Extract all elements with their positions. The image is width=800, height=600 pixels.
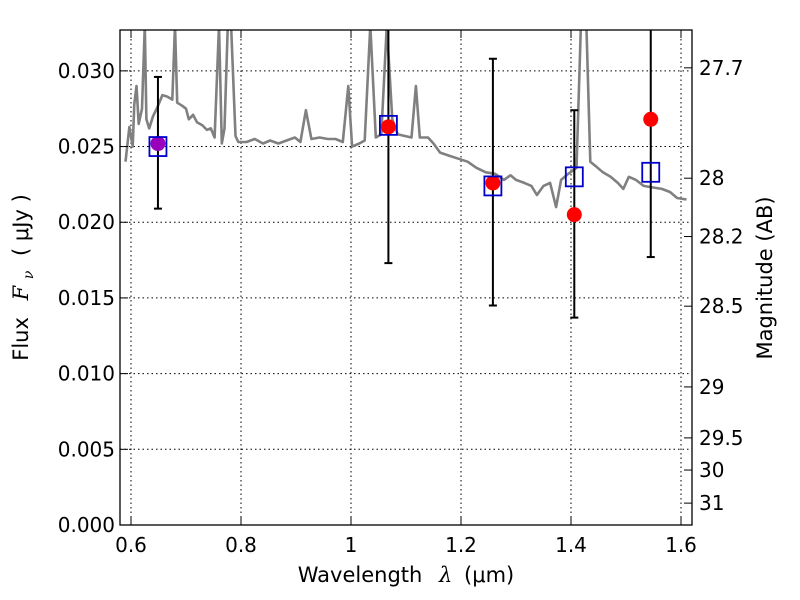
y-axis-title-unit: ( μJy ): [9, 194, 33, 256]
y-axis-title-symbol: F: [9, 284, 33, 301]
x-tick-labels: 0.6 0.8 1 1.2 1.4 1.6: [115, 533, 697, 557]
x-tick-label: 1.6: [665, 533, 697, 557]
y-axis-title: Flux F ν ( μJy ): [9, 194, 38, 361]
magnitude-axis-title: Magnitude (AB): [753, 196, 777, 359]
y-tick-label: 0.025: [58, 135, 115, 159]
x-tick-label: 1.2: [445, 533, 477, 557]
model-photometry-point: [148, 136, 168, 157]
observed-point: [485, 175, 501, 191]
model-photometry-points: [148, 114, 661, 197]
y-tick-label: 0.020: [58, 210, 115, 234]
model-photometry-point: [378, 114, 398, 136]
x-axis-title: Wavelength λ (μm): [298, 563, 514, 587]
x-axis-title-symbol: λ: [438, 563, 452, 587]
model-photometry-point: [483, 175, 503, 197]
model-spectrum-line: [124, 30, 687, 209]
magnitude-tick-label: 29.5: [699, 426, 744, 450]
x-axis-title-prefix: Wavelength: [298, 563, 423, 587]
grid: [120, 30, 692, 526]
x-tick-label: 1.4: [555, 533, 587, 557]
magnitude-tick-labels: 27.7 28 28.2 28.5 29 29.5 30 31: [699, 56, 744, 515]
magnitude-tick-label: 27.7: [699, 56, 744, 80]
y-axis-title-prefix: Flux: [9, 317, 33, 361]
model-photometry-point: [641, 161, 661, 183]
x-tick-label: 0.8: [225, 533, 257, 557]
magnitude-tick-label: 28.2: [699, 225, 744, 249]
magnitude-tick-label: 31: [699, 491, 724, 515]
y-tick-label: 0.030: [58, 59, 115, 83]
x-tick-label: 1: [345, 533, 358, 557]
observed-points: [150, 111, 659, 223]
observed-point: [380, 119, 396, 135]
y-tick-labels: 0.000 0.005 0.010 0.015 0.020 0.025 0.030: [58, 59, 115, 537]
y-tick-label: 0.005: [58, 437, 115, 461]
axis-ticks: [120, 30, 692, 526]
magnitude-tick-label: 30: [699, 458, 724, 482]
magnitude-tick-label: 28.5: [699, 294, 744, 318]
x-tick-label: 0.6: [115, 533, 147, 557]
y-tick-label: 0.000: [58, 513, 115, 537]
model-photometry-point: [564, 166, 584, 188]
magnitude-tick-label: 29: [699, 375, 724, 399]
y-tick-label: 0.010: [58, 362, 115, 386]
x-axis-title-unit: (μm): [464, 563, 514, 587]
model-spectrum: [124, 30, 687, 209]
plot-frame: [119, 29, 693, 526]
observed-point: [566, 207, 582, 223]
y-tick-label: 0.015: [58, 286, 115, 310]
observed-point: [150, 136, 166, 152]
y-axis-title-subscript: ν: [21, 270, 37, 279]
observed-point: [643, 111, 659, 127]
magnitude-tick-label: 28: [699, 166, 724, 190]
